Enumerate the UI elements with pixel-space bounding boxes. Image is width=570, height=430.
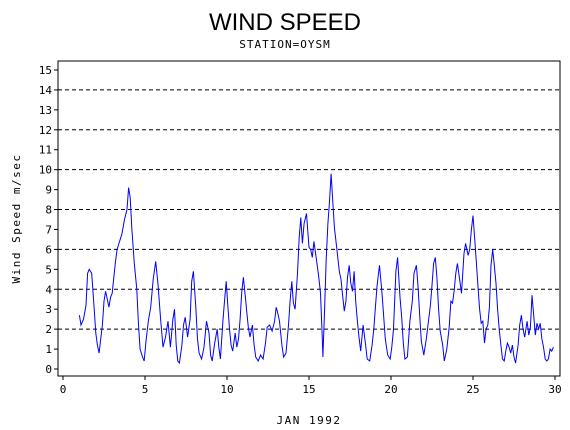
y-tick-label: 13 xyxy=(39,104,52,117)
y-tick-label: 14 xyxy=(39,84,53,97)
y-tick-label: 4 xyxy=(45,283,52,296)
plot-frame xyxy=(57,60,561,377)
dashed-reference-lines xyxy=(58,89,560,330)
x-axis-ticks: 0 5 10 15 20 25 30 xyxy=(60,376,562,396)
chart-title: WIND SPEED xyxy=(209,9,361,36)
x-axis-label: JAN 1992 xyxy=(277,414,342,427)
x-tick-label: 30 xyxy=(548,383,561,396)
chart-subtitle: STATION=OYSM xyxy=(239,38,330,51)
y-tick-label: 8 xyxy=(45,204,52,217)
x-tick-label: 15 xyxy=(302,383,315,396)
y-tick-label: 5 xyxy=(45,263,52,276)
x-tick-label: 20 xyxy=(384,383,397,396)
y-tick-label: 10 xyxy=(39,164,52,177)
x-tick-label: 5 xyxy=(142,383,149,396)
y-tick-label: 0 xyxy=(45,363,52,376)
y-tick-label: 3 xyxy=(45,303,52,316)
x-tick-label: 0 xyxy=(60,383,67,396)
y-tick-label: 11 xyxy=(39,144,52,157)
y-tick-label: 1 xyxy=(45,343,52,356)
wind-speed-series-line xyxy=(78,173,554,365)
y-tick-label: 6 xyxy=(45,243,52,256)
x-tick-label: 25 xyxy=(466,383,479,396)
y-tick-label: 9 xyxy=(45,184,52,197)
y-tick-label: 12 xyxy=(39,124,52,137)
y-tick-label: 2 xyxy=(45,323,52,336)
y-tick-label: 7 xyxy=(45,223,52,236)
y-tick-label: 15 xyxy=(39,64,52,77)
y-axis-label: Wind Speed m/sec xyxy=(10,154,23,284)
x-tick-label: 10 xyxy=(220,383,233,396)
